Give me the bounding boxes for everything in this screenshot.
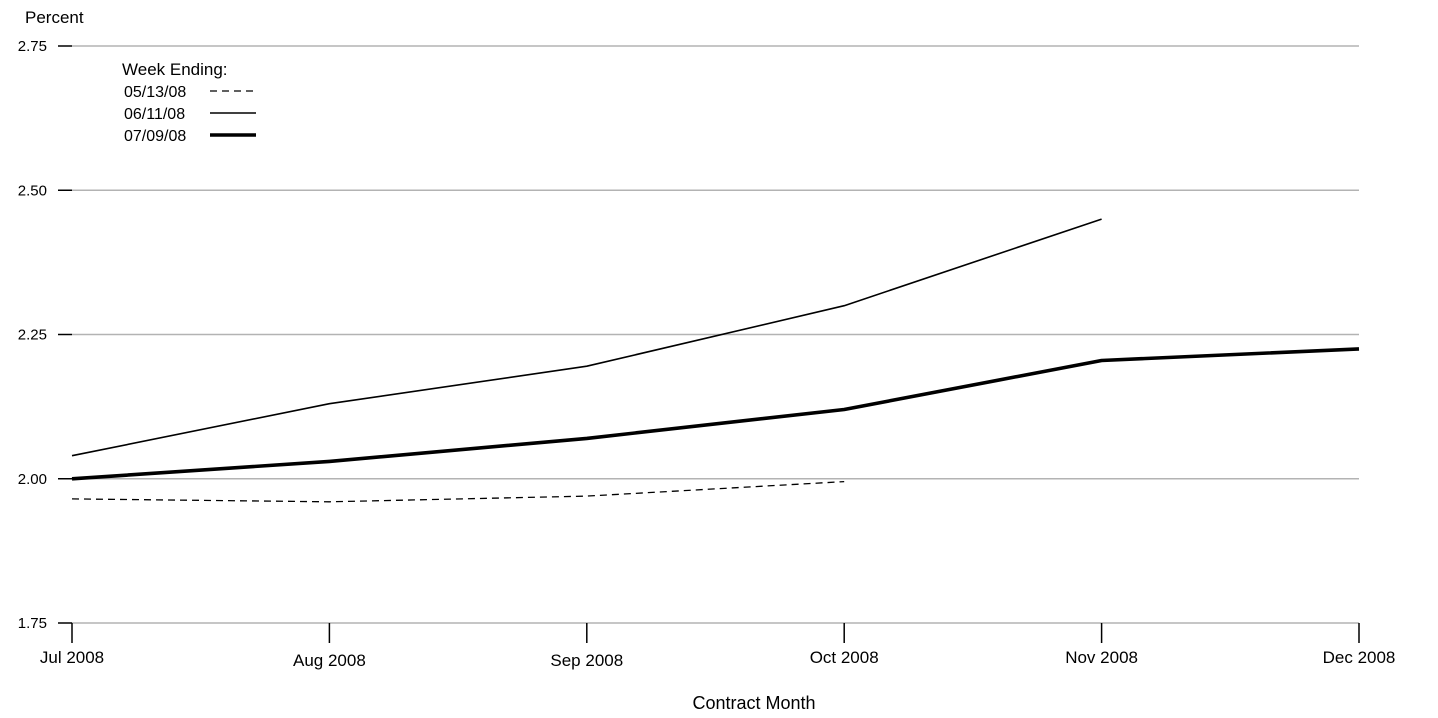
y-tick-label: 2.25 <box>18 327 47 344</box>
legend: Week Ending: 05/13/08 06/11/08 07/09/08 <box>122 60 256 145</box>
y-axis-label: Percent <box>25 8 84 27</box>
y-tick-label: 1.75 <box>18 615 47 632</box>
legend-title: Week Ending: <box>122 60 228 79</box>
x-tick-label: Sep 2008 <box>550 651 623 670</box>
x-tick-label: Nov 2008 <box>1065 648 1138 667</box>
y-tick-label: 2.50 <box>18 182 47 199</box>
legend-label: 06/11/08 <box>124 106 185 123</box>
series-line-06-11-08 <box>71 218 1102 457</box>
legend-label: 05/13/08 <box>124 84 186 101</box>
legend-label: 07/09/08 <box>124 128 186 145</box>
series-lines <box>71 218 1360 503</box>
x-axis-label: Contract Month <box>692 693 815 713</box>
axes: 2.75 2.50 2.25 2.00 1.75 Jul 2008 Aug 2008 Sep … <box>18 38 1396 670</box>
y-tick-label: 2.00 <box>18 471 47 488</box>
x-tick-label: Dec 2008 <box>1323 648 1396 667</box>
gridlines <box>72 45 1359 480</box>
x-tick-label: Oct 2008 <box>810 648 879 667</box>
series-line-07-09-08 <box>71 347 1360 481</box>
x-tick-label: Jul 2008 <box>40 648 104 667</box>
x-tick-label: Aug 2008 <box>293 651 366 670</box>
y-tick-label: 2.75 <box>18 38 47 55</box>
series-line-05-13-08 <box>71 480 845 503</box>
